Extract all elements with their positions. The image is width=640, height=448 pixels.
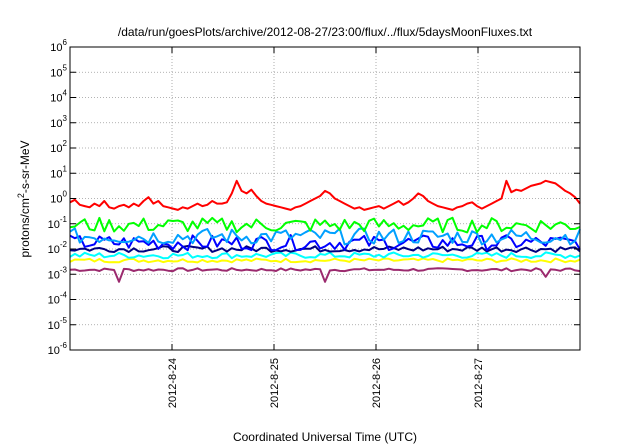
y-tick-label: 10-3 [48, 265, 68, 281]
x-axis: 2012-8-24 2012-8-25 2012-8-26 2012-8-27 [167, 47, 485, 408]
y-tick-label: 103 [50, 114, 67, 130]
x-tick-label: 2012-8-27 [473, 358, 485, 408]
y-tick-label: 10-4 [48, 291, 68, 307]
y-tick-label: 102 [50, 139, 67, 155]
chart-title: /data/run/goesPlots/archive/2012-08-27/2… [118, 25, 533, 39]
y-tick-label: 10-5 [48, 316, 68, 332]
y-tick-label: 101 [50, 164, 67, 180]
x-tick-label: 2012-8-26 [371, 358, 383, 408]
y-axis-label: protons/cm2-s-sr-MeV [16, 140, 32, 257]
y-tick-label: 10-6 [48, 341, 68, 357]
y-axis: 10-6 10-5 10-4 10-3 10-2 10-1 100 101 102 103 104 1… [48, 38, 580, 357]
series-line [69, 267, 581, 283]
series-line [69, 227, 581, 246]
series-line [69, 245, 581, 253]
y-tick-label: 105 [50, 63, 67, 79]
y-axis-label-base: protons/cm [18, 198, 32, 257]
x-axis-label: Coordinated Universal Time (UTC) [233, 430, 417, 444]
y-tick-label: 106 [50, 38, 67, 54]
series-line [69, 216, 581, 234]
y-tick-label: 10-1 [48, 215, 68, 231]
y-axis-label-rest: -s-sr-MeV [18, 140, 32, 193]
series-line [69, 234, 581, 252]
y-tick-label: 100 [50, 190, 67, 206]
series-layer [69, 179, 581, 283]
y-tick-label: 104 [50, 89, 67, 105]
y-tick-label: 10-2 [48, 240, 68, 256]
x-tick-label: 2012-8-24 [167, 358, 179, 408]
series-line [69, 257, 581, 264]
x-tick-label: 2012-8-25 [269, 358, 281, 408]
y-axis-label-sup: 2 [16, 193, 26, 198]
series-line [69, 179, 581, 211]
series-line [69, 251, 581, 260]
